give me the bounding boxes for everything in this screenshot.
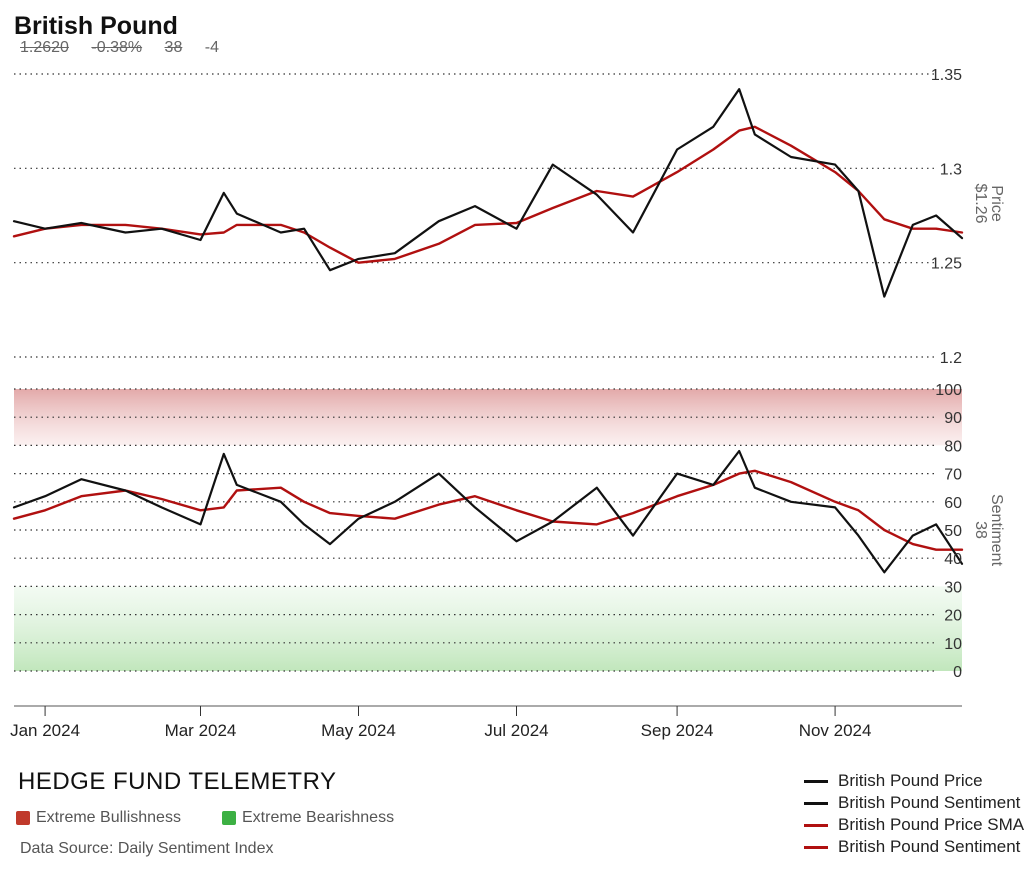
y-tick-label: 80: [944, 438, 962, 455]
last-value-label: $1.26: [972, 183, 989, 223]
legend-line: [804, 823, 828, 827]
british-pound-sentiment-smaline: [12, 469, 964, 551]
series-legend: British Pound Price British Pound Sentim…: [804, 770, 1024, 858]
brand-title: HEDGE FUND TELEMETRY: [18, 768, 337, 795]
chart-title: British Pound: [14, 12, 178, 40]
y-tick-label: 20: [944, 608, 962, 625]
price-value: 1.2620: [20, 39, 69, 56]
change-percent: -0.38%: [91, 39, 143, 56]
y-tick-label: 50: [944, 523, 962, 540]
legend-line: [804, 779, 828, 783]
british-pound-sentimentline: [12, 449, 964, 574]
y-tick-label: 70: [944, 467, 962, 484]
legend-label: British Pound Price: [838, 771, 983, 790]
legend-line: [804, 845, 828, 849]
legend-label: British Pound Sentiment: [838, 793, 1021, 812]
sentiment-value: 38: [164, 39, 183, 56]
legend-item-price[interactable]: British Pound Price: [804, 770, 1024, 792]
legend-item-sentiment[interactable]: British Pound Sentiment: [804, 792, 1024, 814]
data-source: Data Source: Daily Sentiment Index: [20, 840, 274, 857]
y-tick-label: 40: [944, 551, 962, 568]
y-tick-label: 10: [944, 636, 962, 653]
y-tick-label: 1.25: [931, 256, 962, 273]
legend-label: British Pound Price SMA: [838, 815, 1024, 834]
y-tick-label: 30: [944, 579, 962, 596]
legend-label: British Pound Sentiment SMA: [838, 837, 1024, 856]
zone-legend-bearish: Extreme Bearishness: [222, 809, 394, 827]
quote-summary: 1.2620 -0.38% 38 -4: [20, 39, 237, 57]
sentiment-change: -4: [204, 39, 220, 56]
zone-legend-bullish: Extreme Bullishness: [16, 809, 181, 827]
legend-line: [804, 801, 828, 805]
last-value-label: 38: [972, 521, 989, 539]
y-tick-label: 60: [944, 495, 962, 512]
y-tick-label: 1.3: [940, 161, 962, 178]
bearish-swatch: [222, 811, 236, 825]
y-tick-label: 1.2: [940, 350, 962, 367]
bullish-swatch: [16, 811, 30, 825]
legend-item-price-sma[interactable]: British Pound Price SMA: [804, 814, 1024, 836]
bearish-label: Extreme Bearishness: [242, 809, 395, 826]
bullish-label: Extreme Bullishness: [36, 809, 181, 826]
x-tick-label: Jan 2024: [10, 721, 80, 740]
y-tick-label: 90: [944, 410, 962, 427]
zone-band: [14, 586, 962, 671]
x-tick-label: Mar 2024: [165, 721, 237, 740]
y-tick-label: 100: [935, 382, 962, 399]
british-pound-priceline: [12, 87, 964, 298]
x-tick-label: Jul 2024: [484, 721, 548, 740]
y-axis-title: Price: [988, 185, 1005, 222]
legend-item-sentiment-sma[interactable]: British Pound Sentiment SMA: [804, 836, 1024, 858]
x-tick-label: Sep 2024: [641, 721, 714, 740]
y-tick-label: 1.35: [931, 67, 962, 84]
x-tick-label: May 2024: [321, 721, 396, 740]
y-axis-title: Sentiment: [988, 494, 1005, 567]
y-tick-label: 0: [953, 664, 962, 681]
british-pound-price-smaline: [12, 125, 964, 264]
x-tick-label: Nov 2024: [799, 721, 872, 740]
